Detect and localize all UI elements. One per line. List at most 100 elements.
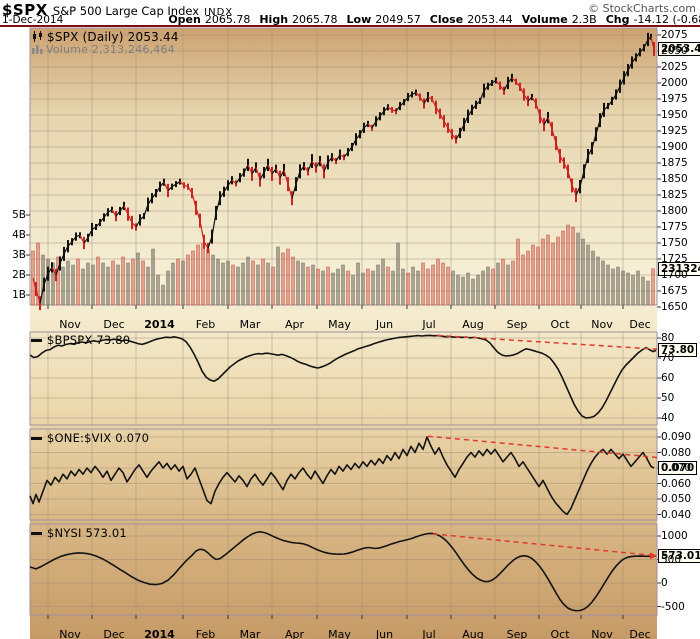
volume-bar — [391, 270, 395, 306]
volume-bar — [311, 264, 315, 306]
volume-bar — [581, 238, 585, 306]
x-tick-label: Dec — [629, 628, 651, 639]
value-box-arrow — [658, 550, 659, 563]
volume-bar — [131, 258, 135, 306]
main-legend-label: $SPX (Daily) 2053.44 — [47, 30, 179, 44]
volume-bar — [506, 264, 510, 306]
y-tick-label: 2075 — [661, 29, 688, 41]
red-dashed-trendline — [432, 533, 658, 557]
y-tick-label: 0.040 — [661, 508, 692, 521]
volume-bar — [376, 264, 380, 306]
volume-bar — [246, 256, 250, 306]
line-swatch-icon — [31, 339, 42, 342]
volume-bar — [211, 254, 215, 306]
y-tick-label: 500 — [661, 553, 682, 566]
x-tick-label: Feb — [195, 318, 216, 331]
volume-bar — [451, 270, 455, 306]
volume-bar — [241, 262, 245, 306]
y-tick-label: 1675 — [661, 285, 688, 297]
volume-bar — [411, 266, 415, 306]
quote-field-label: Chg — [605, 13, 630, 26]
spx-close-value-box: 2053.44 — [658, 41, 700, 56]
volume-bar — [176, 258, 180, 306]
y-tick-label: 1825 — [661, 189, 688, 201]
volume-bar — [396, 242, 400, 306]
volume-bar — [256, 264, 260, 306]
volume-bar — [186, 254, 190, 306]
volume-bar — [206, 248, 210, 306]
volume-bar — [521, 254, 525, 306]
volume-bar — [191, 250, 195, 306]
onevix-legend: $ONE:$VIX 0.070 — [31, 431, 149, 445]
stockcharts-credit: © StockCharts.com — [588, 2, 696, 15]
volume-bar — [621, 270, 625, 306]
volume-bar — [201, 242, 205, 306]
volume-bar — [106, 266, 110, 306]
nysi-legend-label: $NYSI 573.01 — [47, 526, 127, 540]
x-tick-label: Dec — [103, 318, 125, 331]
volume-bar — [446, 266, 450, 306]
volume-legend-label: Volume 2,313,246,464 — [46, 43, 175, 56]
line-swatch-icon — [31, 532, 42, 535]
bpspx-legend: $BPSPX 73.80 — [31, 333, 130, 347]
volume-bar — [331, 272, 335, 306]
y-tick-label: 60 — [661, 372, 675, 384]
volume-bar — [561, 230, 565, 306]
y-tick-label: 1975 — [661, 93, 688, 105]
y-tick-label: 1775 — [661, 221, 688, 233]
x-tick-label: Jul — [422, 628, 436, 639]
volume-tick-label: 5B — [12, 209, 26, 221]
nysi-legend: $NYSI 573.01 — [31, 526, 127, 540]
x-tick-label: Nov — [591, 318, 613, 331]
y-tick-label: -500 — [661, 600, 685, 613]
volume-bar — [146, 266, 150, 306]
volume-bar — [46, 258, 50, 306]
quote-field-value: 2053.44 — [467, 13, 513, 26]
volume-bar — [96, 256, 100, 306]
volume-bar — [526, 250, 530, 306]
volume-bar — [496, 262, 500, 306]
volume-bar — [36, 242, 40, 306]
candlestick-icon — [32, 31, 44, 45]
volume-bar — [121, 256, 125, 306]
y-tick-label: 1900 — [661, 141, 688, 153]
quote-field-label: Close — [429, 13, 464, 26]
volume-bar — [221, 262, 225, 306]
x-tick-label: Nov — [591, 628, 613, 639]
panel-border — [29, 428, 658, 521]
y-tick-label: 1875 — [661, 157, 688, 169]
y-tick-label: 1800 — [661, 205, 688, 217]
volume-bar — [436, 258, 440, 306]
y-tick-label: 50 — [661, 392, 675, 404]
quote-field-label: Volume — [521, 13, 568, 26]
volume-bar — [651, 268, 655, 306]
volume-bar — [611, 268, 615, 306]
x-tick-label: 2014 — [144, 628, 175, 639]
ticker-symbol: $SPX — [2, 1, 48, 19]
volume-bar — [141, 260, 145, 306]
y-tick-label: 2000 — [661, 77, 688, 89]
nysi-value-box: 573.01 — [658, 549, 700, 564]
y-tick-label: 0.050 — [661, 493, 692, 505]
volume-bar — [171, 262, 175, 306]
volume-bar — [366, 268, 370, 306]
volume-bar — [101, 262, 105, 306]
indicator-line — [29, 334, 657, 419]
volume-bar — [646, 280, 650, 306]
volume-bar — [501, 258, 505, 306]
volume-bar — [266, 262, 270, 306]
x-tick-label: Mar — [239, 318, 261, 331]
volume-bar — [291, 256, 295, 306]
x-tick-label: Mar — [239, 628, 261, 639]
volume-legend: Volume 2,313,246,464 — [32, 43, 175, 57]
volume-bar — [236, 266, 240, 306]
volume-bar — [616, 266, 620, 306]
y-tick-label: 0.060 — [661, 477, 692, 490]
volume-bar — [351, 274, 355, 306]
volume-bars-icon — [32, 44, 43, 57]
volume-bar — [371, 270, 375, 306]
volume-bar — [86, 262, 90, 306]
volume-bar — [306, 266, 310, 306]
volume-bar — [316, 268, 320, 306]
